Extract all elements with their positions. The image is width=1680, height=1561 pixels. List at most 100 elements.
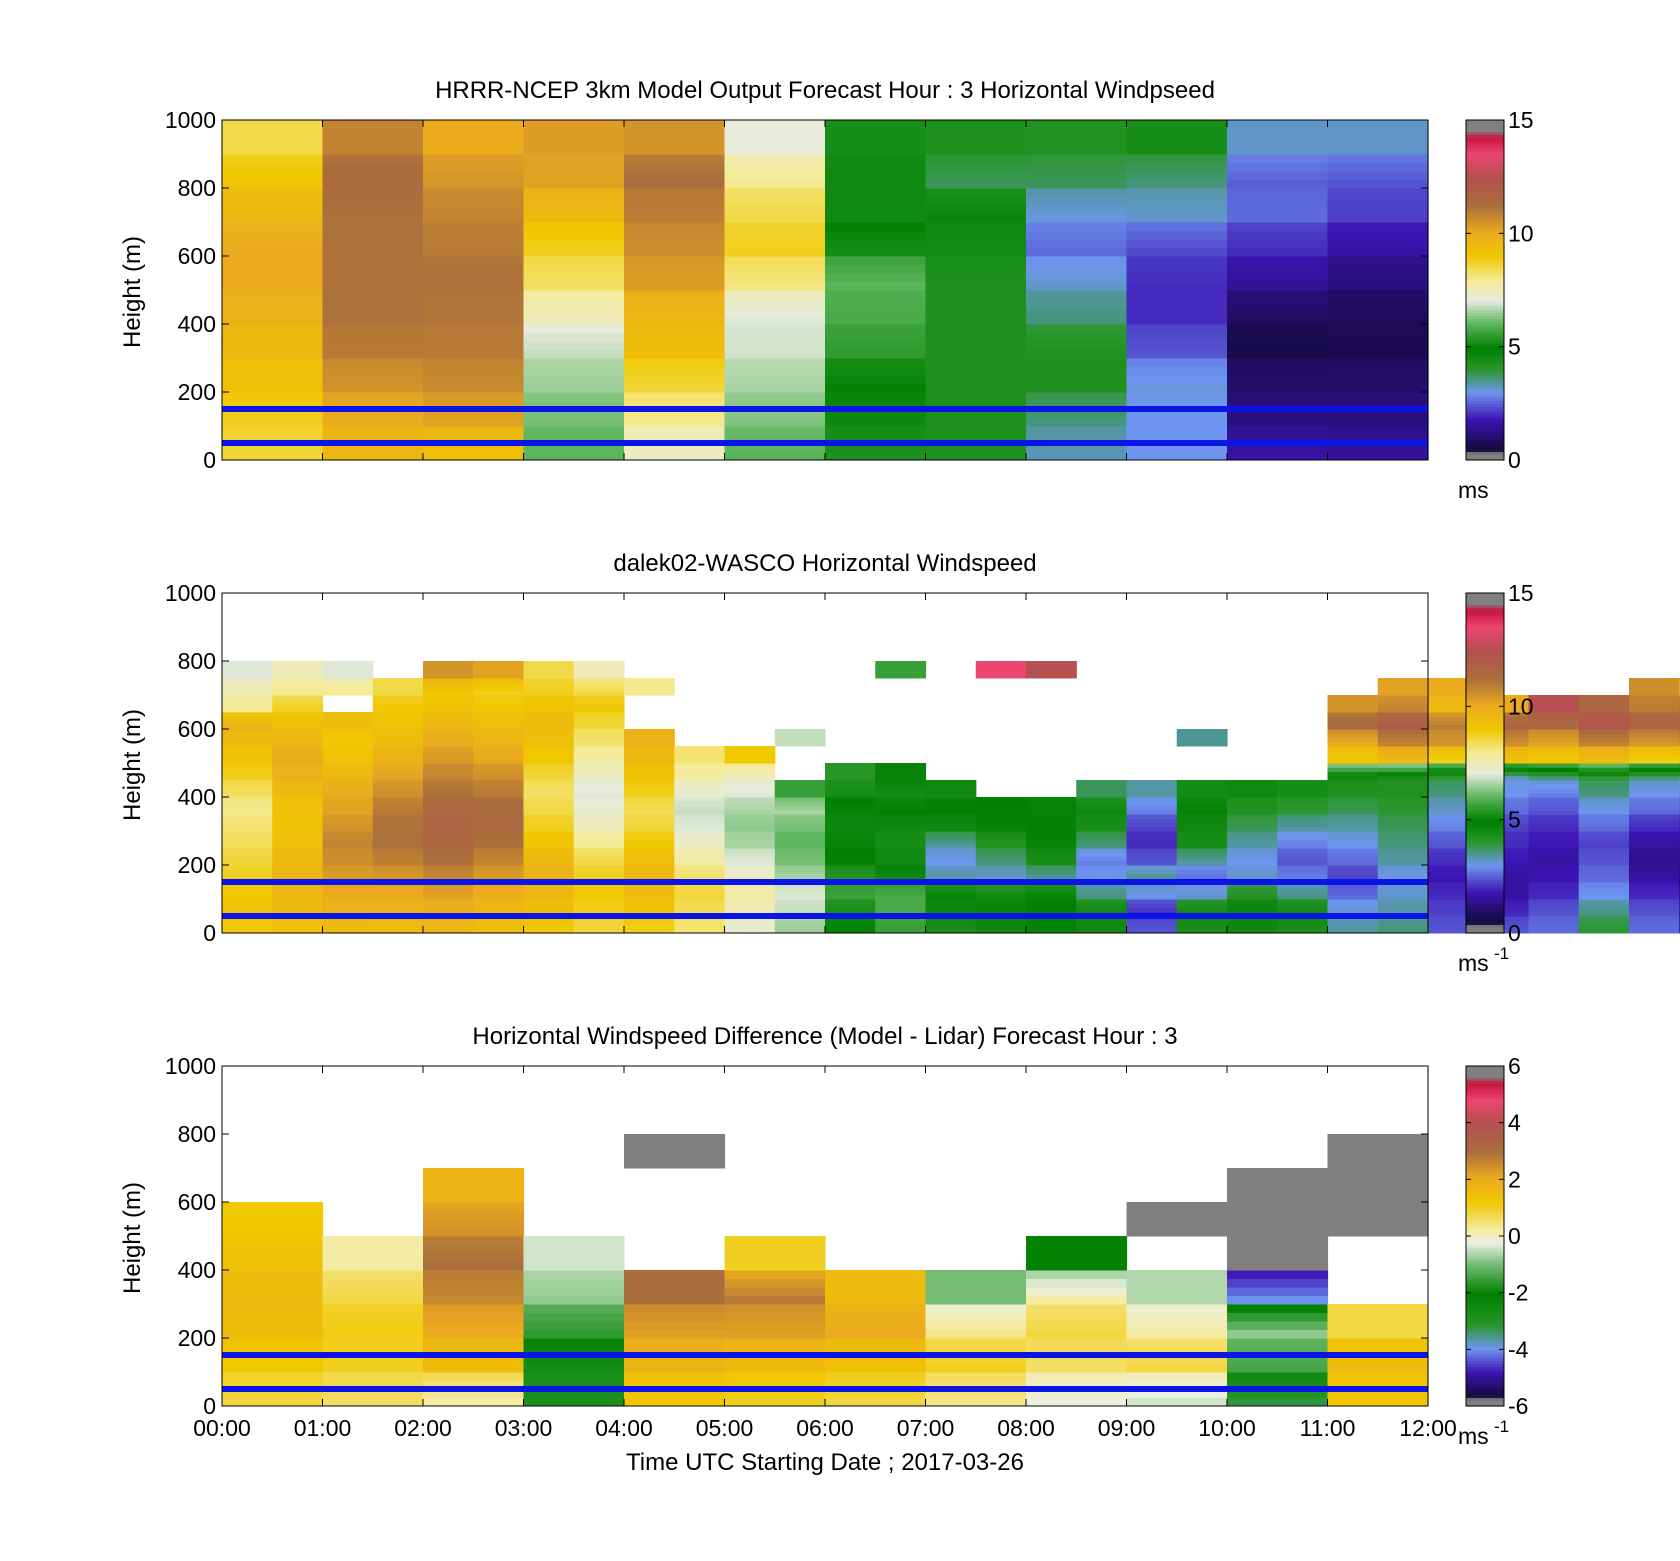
heatmap-cell (975, 805, 1027, 811)
heatmap-cell (272, 746, 324, 751)
heatmap-cell (1629, 767, 1680, 772)
heatmap-cell (825, 443, 927, 452)
colorbar-segment (1466, 737, 1504, 741)
heatmap-cell (1026, 920, 1077, 925)
heatmap-cell (1428, 852, 1479, 857)
heatmap-cell (222, 409, 324, 418)
heatmap-cell (1327, 137, 1429, 146)
heatmap-cell (674, 848, 726, 853)
heatmap-cell (573, 669, 625, 675)
heatmap-cell (1227, 1244, 1329, 1254)
colorbar-segment (1466, 341, 1504, 345)
heatmap-cell (1227, 1185, 1329, 1194)
heatmap-cell (523, 1253, 625, 1262)
heatmap-cell (724, 451, 826, 461)
y-tick-label: 400 (178, 1257, 216, 1283)
heatmap-cell (1076, 903, 1128, 908)
heatmap-cell (1227, 230, 1329, 240)
heatmap-cell (573, 665, 625, 670)
heatmap-cell (624, 869, 675, 874)
colorbar-segment (1466, 850, 1504, 855)
heatmap-cell (322, 724, 374, 730)
heatmap-cell (473, 733, 525, 738)
heatmap-cell (624, 775, 675, 781)
heatmap-cell (925, 869, 977, 874)
heatmap-cell (322, 1380, 424, 1390)
heatmap-cell (222, 120, 324, 129)
heatmap-cell (473, 720, 525, 726)
colorbar-segment (1466, 1295, 1504, 1299)
heatmap-cell (423, 886, 474, 891)
heatmap-cell (624, 307, 726, 316)
heatmap-cell (1578, 886, 1630, 891)
heatmap-cell (975, 848, 1027, 853)
colorbar-segment (1466, 230, 1504, 234)
heatmap-cell (1629, 843, 1680, 849)
heatmap-cell (1629, 712, 1680, 717)
heatmap-cell (975, 860, 1027, 866)
heatmap-cell (1126, 128, 1228, 138)
heatmap-cell (523, 1397, 625, 1407)
heatmap-cell (1327, 307, 1429, 316)
heatmap-cell (1327, 120, 1429, 129)
heatmap-cell (322, 341, 424, 350)
heatmap-cell (624, 843, 675, 849)
heatmap-cell (1176, 741, 1228, 747)
heatmap-cell (624, 928, 675, 934)
heatmap-cell (523, 678, 575, 683)
heatmap-cell (724, 434, 826, 444)
heatmap-cell (1277, 907, 1329, 913)
heatmap-cell (272, 686, 324, 692)
heatmap-cell (925, 273, 1027, 282)
heatmap-cell (774, 780, 826, 785)
heatmap-cell (1227, 814, 1278, 819)
heatmap-cell (1629, 856, 1680, 862)
heatmap-cell (624, 814, 675, 819)
heatmap-cell (774, 805, 826, 811)
colorbar-segment (1466, 686, 1504, 690)
heatmap-cell (1327, 771, 1379, 777)
heatmap-cell (724, 865, 776, 870)
heatmap-cell (774, 784, 826, 789)
heatmap-cell (724, 264, 826, 274)
heatmap-cell (674, 869, 726, 874)
colorbar-segment (1466, 213, 1504, 217)
lidar-windspeed-panel: dalek02-WASCO Horizontal Windspeed Heigh… (119, 550, 1680, 976)
heatmap-cell (1076, 822, 1128, 828)
heatmap-cell (1076, 928, 1128, 934)
heatmap-cell (1227, 1295, 1329, 1305)
heatmap-cell (624, 860, 675, 866)
heatmap-cell (825, 247, 927, 257)
heatmap-cell (724, 162, 826, 172)
heatmap-cell (925, 171, 1027, 180)
heatmap-cell (1528, 924, 1580, 930)
heatmap-cell (1026, 669, 1077, 675)
heatmap-cell (1377, 848, 1429, 853)
heatmap-cell (1126, 1397, 1228, 1407)
heatmap-cell (774, 869, 826, 874)
heatmap-cell (724, 1304, 826, 1313)
heatmap-cell (925, 822, 977, 828)
heatmap-cell (523, 835, 575, 840)
heatmap-cell (1377, 690, 1429, 696)
heatmap-cell (875, 669, 927, 675)
colorbar-segment (1466, 210, 1504, 215)
heatmap-cell (473, 848, 525, 853)
heatmap-cell (222, 1346, 324, 1356)
heatmap-cell (1327, 899, 1379, 904)
colorbar-segment (1466, 777, 1504, 781)
heatmap-cell (925, 358, 1027, 367)
colorbar-segment (1466, 352, 1504, 356)
heatmap-cell (1126, 1363, 1228, 1373)
heatmap-cell (724, 1372, 826, 1381)
heatmap-cell (774, 826, 826, 832)
heatmap-cell (222, 665, 273, 670)
heatmap-cell (1227, 792, 1278, 798)
heatmap-cell (674, 788, 726, 794)
heatmap-cell (573, 733, 625, 738)
heatmap-cell (423, 801, 474, 806)
colorbar-tick-label: 4 (1508, 1110, 1521, 1136)
colorbar-segment (1466, 258, 1504, 263)
heatmap-cell (1026, 848, 1077, 853)
heatmap-cell (222, 690, 273, 696)
